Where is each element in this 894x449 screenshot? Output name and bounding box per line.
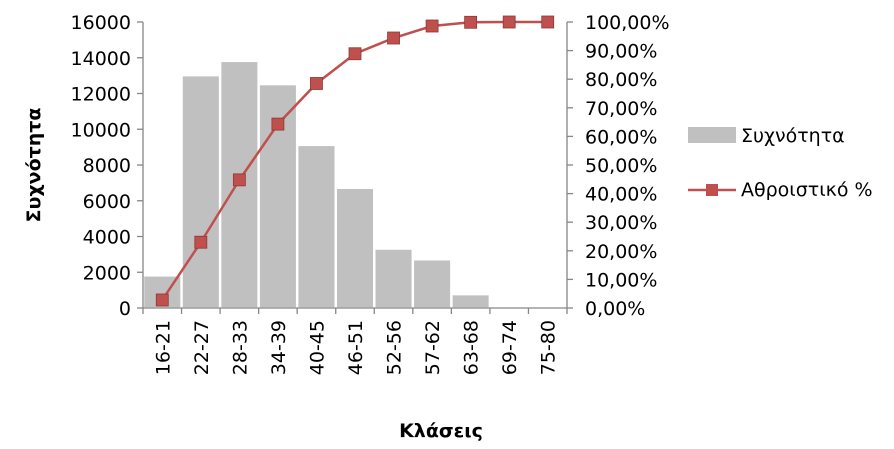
x-tick-label: 52-56 bbox=[384, 320, 406, 375]
legend-bar-label: Συχνότητα bbox=[741, 125, 845, 147]
y-tick-label: 10000 bbox=[71, 119, 131, 141]
y-tick-label: 14000 bbox=[71, 48, 131, 70]
legend-line-marker bbox=[706, 184, 718, 196]
y2-tick-label: 50,00% bbox=[585, 155, 657, 177]
y-tick-label: 0 bbox=[119, 298, 131, 320]
legend: Συχνότητα Αθροιστικό % bbox=[688, 125, 873, 201]
x-tick-label: 57-62 bbox=[422, 320, 444, 375]
y2-tick-label: 90,00% bbox=[585, 41, 657, 63]
x-tick-label: 28-33 bbox=[229, 320, 251, 375]
bar-46-51 bbox=[335, 187, 375, 309]
x-tick-label: 34-39 bbox=[268, 320, 290, 375]
x-tick-label: 69-74 bbox=[499, 320, 521, 375]
bars-layer bbox=[142, 60, 491, 309]
y2-tick-label: 20,00% bbox=[585, 241, 657, 263]
y2-tick-label: 80,00% bbox=[585, 69, 657, 91]
x-tick-label: 22-27 bbox=[191, 320, 213, 375]
y-axis-title: Συχνότητα bbox=[23, 108, 45, 223]
y2-tick-label: 70,00% bbox=[585, 98, 657, 120]
x-tick-label: 63-68 bbox=[461, 320, 483, 375]
bar-52-56 bbox=[374, 248, 414, 309]
y2-tick-label: 100,00% bbox=[585, 12, 670, 34]
bar-40-45 bbox=[296, 144, 336, 309]
y-tick-label: 12000 bbox=[71, 84, 131, 106]
cumulative-marker-69-74 bbox=[502, 15, 516, 29]
x-axis-title: Κλάσεις bbox=[399, 420, 483, 442]
labels-layer: 0 2000 4000 6000 8000 10000 12000 14000 16000 0,0… bbox=[23, 12, 670, 442]
cumulative-marker-63-68 bbox=[464, 15, 478, 29]
y-tick-label: 8000 bbox=[83, 155, 131, 177]
cumulative-line-layer bbox=[155, 15, 555, 307]
y2-tick-label: 30,00% bbox=[585, 212, 657, 234]
cumulative-marker-22-27 bbox=[194, 235, 208, 249]
cumulative-marker-57-62 bbox=[425, 19, 439, 33]
y-tick-label: 2000 bbox=[83, 262, 131, 284]
bar-22-27 bbox=[181, 74, 221, 309]
cumulative-marker-16-21 bbox=[155, 293, 169, 307]
bar-57-62 bbox=[412, 258, 452, 309]
legend-line-label: Αθροιστικό % bbox=[741, 179, 873, 201]
y-tick-label: 16000 bbox=[71, 12, 131, 34]
cumulative-marker-28-33 bbox=[232, 173, 246, 187]
y2-tick-label: 0,00% bbox=[585, 298, 645, 320]
cumulative-marker-40-45 bbox=[310, 77, 323, 90]
y-tick-label: 6000 bbox=[83, 191, 131, 213]
cumulative-marker-52-56 bbox=[387, 31, 400, 45]
x-tick-label: 46-51 bbox=[345, 320, 367, 375]
cumulative-marker-34-39 bbox=[271, 117, 285, 131]
legend-bar-swatch bbox=[688, 127, 736, 143]
y2-tick-label: 60,00% bbox=[585, 126, 657, 148]
cumulative-marker-75-80 bbox=[541, 15, 555, 29]
x-tick-label: 75-80 bbox=[538, 320, 560, 375]
x-tick-label: 40-45 bbox=[306, 320, 328, 375]
axes-layer bbox=[137, 21, 573, 314]
y2-tick-label: 10,00% bbox=[585, 269, 657, 291]
y2-tick-label: 40,00% bbox=[585, 184, 657, 206]
bar-63-68 bbox=[451, 293, 491, 309]
y-tick-label: 4000 bbox=[83, 227, 131, 249]
cumulative-marker-46-51 bbox=[348, 47, 362, 61]
x-tick-label: 16-21 bbox=[152, 320, 174, 375]
